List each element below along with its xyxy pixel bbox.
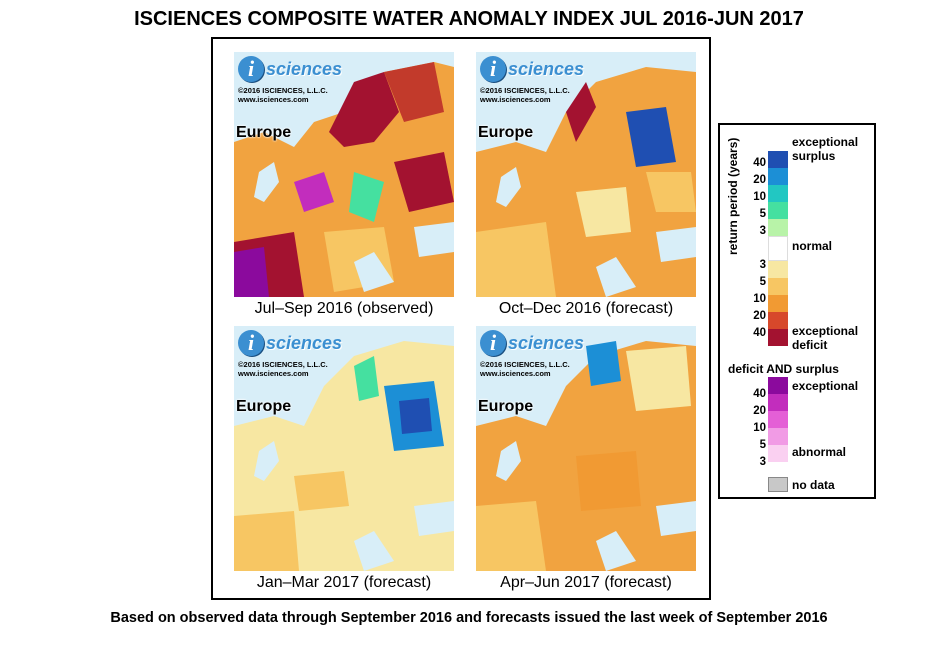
isciences-logo: i sciences bbox=[238, 56, 342, 82]
swatch-surplus-3 bbox=[768, 219, 788, 236]
map-panel-jul-sep: i sciences ©2016 ISCIENCES, L.L.C. www.i… bbox=[234, 52, 454, 297]
swatch-both-20 bbox=[768, 394, 788, 411]
website-text: www.isciences.com bbox=[238, 369, 309, 378]
tick-deficit-20: 20 bbox=[753, 310, 766, 322]
tick-both-10: 10 bbox=[753, 422, 766, 434]
swatch-surplus-20 bbox=[768, 168, 788, 185]
copyright-text: ©2016 ISCIENCES, L.L.C. bbox=[238, 360, 328, 369]
swatch-deficit-3 bbox=[768, 261, 788, 278]
swatch-both-10 bbox=[768, 411, 788, 428]
copyright-text: ©2016 ISCIENCES, L.L.C. bbox=[238, 86, 328, 95]
region-label: Europe bbox=[236, 398, 292, 415]
logo-i-icon: i bbox=[238, 56, 264, 82]
copyright-text: ©2016 ISCIENCES, L.L.C. bbox=[480, 360, 570, 369]
label-both-exceptional: exceptional bbox=[792, 379, 859, 393]
tick-surplus-10: 10 bbox=[753, 191, 766, 203]
logo-i-icon: i bbox=[480, 56, 506, 82]
europe-map bbox=[234, 52, 454, 297]
label-exceptional-deficit: exceptional deficit bbox=[792, 324, 859, 352]
panel-caption: Jul–Sep 2016 (observed) bbox=[254, 300, 434, 317]
europe-map bbox=[476, 326, 696, 571]
map-panel-jan-mar: i sciences ©2016 ISCIENCES, L.L.C. www.i… bbox=[234, 326, 454, 571]
swatch-deficit-40 bbox=[768, 329, 788, 346]
tick-both-40: 40 bbox=[753, 388, 766, 400]
tick-surplus-40: 40 bbox=[753, 157, 766, 169]
logo-i-icon: i bbox=[480, 330, 506, 356]
europe-map bbox=[234, 326, 454, 571]
website-text: www.isciences.com bbox=[238, 95, 309, 104]
swatch-surplus-40 bbox=[768, 151, 788, 168]
maps-frame: i sciences ©2016 ISCIENCES, L.L.C. www.i… bbox=[211, 37, 711, 600]
swatch-surplus-5 bbox=[768, 202, 788, 219]
map-panel-apr-jun: i sciences ©2016 ISCIENCES, L.L.C. www.i… bbox=[476, 326, 696, 571]
swatch-deficit-10 bbox=[768, 295, 788, 312]
region-label: Europe bbox=[478, 124, 534, 141]
label-normal: normal bbox=[792, 239, 833, 253]
footer-note: Based on observed data through September… bbox=[110, 610, 828, 626]
isciences-logo: i sciences bbox=[238, 330, 342, 356]
label-no-data: no data bbox=[792, 478, 835, 492]
logo-wordmark: sciences bbox=[508, 332, 585, 353]
swatch-both-3 bbox=[768, 445, 788, 462]
swatch-both-5 bbox=[768, 428, 788, 445]
isciences-logo: i sciences bbox=[480, 330, 584, 356]
label-both-abnormal: abnormal bbox=[792, 445, 847, 459]
copyright-block: ©2016 ISCIENCES, L.L.C. www.isciences.co… bbox=[238, 360, 328, 378]
legend-axis-label: return period (years) bbox=[726, 137, 740, 255]
page-title: ISCIENCES COMPOSITE WATER ANOMALY INDEX … bbox=[134, 8, 804, 30]
copyright-text: ©2016 ISCIENCES, L.L.C. bbox=[480, 86, 570, 95]
tick-deficit-5: 5 bbox=[759, 276, 766, 288]
copyright-block: ©2016 ISCIENCES, L.L.C. www.isciences.co… bbox=[238, 86, 328, 104]
tick-surplus-20: 20 bbox=[753, 174, 766, 186]
europe-map bbox=[476, 52, 696, 297]
tick-deficit-10: 10 bbox=[753, 293, 766, 305]
swatch-deficit-20 bbox=[768, 312, 788, 329]
tick-deficit-3: 3 bbox=[759, 259, 766, 271]
swatch-surplus-10 bbox=[768, 185, 788, 202]
region-label: Europe bbox=[478, 398, 534, 415]
panel-caption: Jan–Mar 2017 (forecast) bbox=[256, 574, 432, 591]
swatch-normal bbox=[768, 236, 788, 261]
copyright-block: ©2016 ISCIENCES, L.L.C. www.isciences.co… bbox=[480, 86, 570, 104]
logo-wordmark: sciences bbox=[508, 58, 585, 79]
isciences-logo: i sciences bbox=[480, 56, 584, 82]
label-exceptional-surplus: exceptional surplus bbox=[792, 135, 859, 163]
logo-wordmark: sciences bbox=[266, 332, 343, 353]
panel-caption: Apr–Jun 2017 (forecast) bbox=[500, 574, 672, 591]
panel-caption: Oct–Dec 2016 (forecast) bbox=[498, 300, 674, 317]
map-legend: return period (years) 40 20 10 5 3 3 5 1… bbox=[718, 123, 876, 499]
website-text: www.isciences.com bbox=[480, 95, 551, 104]
label-deficit-and-surplus: deficit AND surplus bbox=[728, 362, 839, 376]
tick-both-5: 5 bbox=[759, 439, 766, 451]
logo-i-icon: i bbox=[238, 330, 264, 356]
tick-deficit-40: 40 bbox=[753, 327, 766, 339]
map-panel-oct-dec: i sciences ©2016 ISCIENCES, L.L.C. www.i… bbox=[476, 52, 696, 297]
swatch-both-40 bbox=[768, 377, 788, 394]
copyright-block: ©2016 ISCIENCES, L.L.C. www.isciences.co… bbox=[480, 360, 570, 378]
logo-wordmark: sciences bbox=[266, 58, 343, 79]
swatch-deficit-5 bbox=[768, 278, 788, 295]
tick-surplus-5: 5 bbox=[759, 208, 766, 220]
tick-both-3: 3 bbox=[759, 456, 766, 468]
swatch-no-data bbox=[768, 477, 788, 492]
tick-surplus-3: 3 bbox=[759, 225, 766, 237]
tick-both-20: 20 bbox=[753, 405, 766, 417]
website-text: www.isciences.com bbox=[480, 369, 551, 378]
region-label: Europe bbox=[236, 124, 292, 141]
